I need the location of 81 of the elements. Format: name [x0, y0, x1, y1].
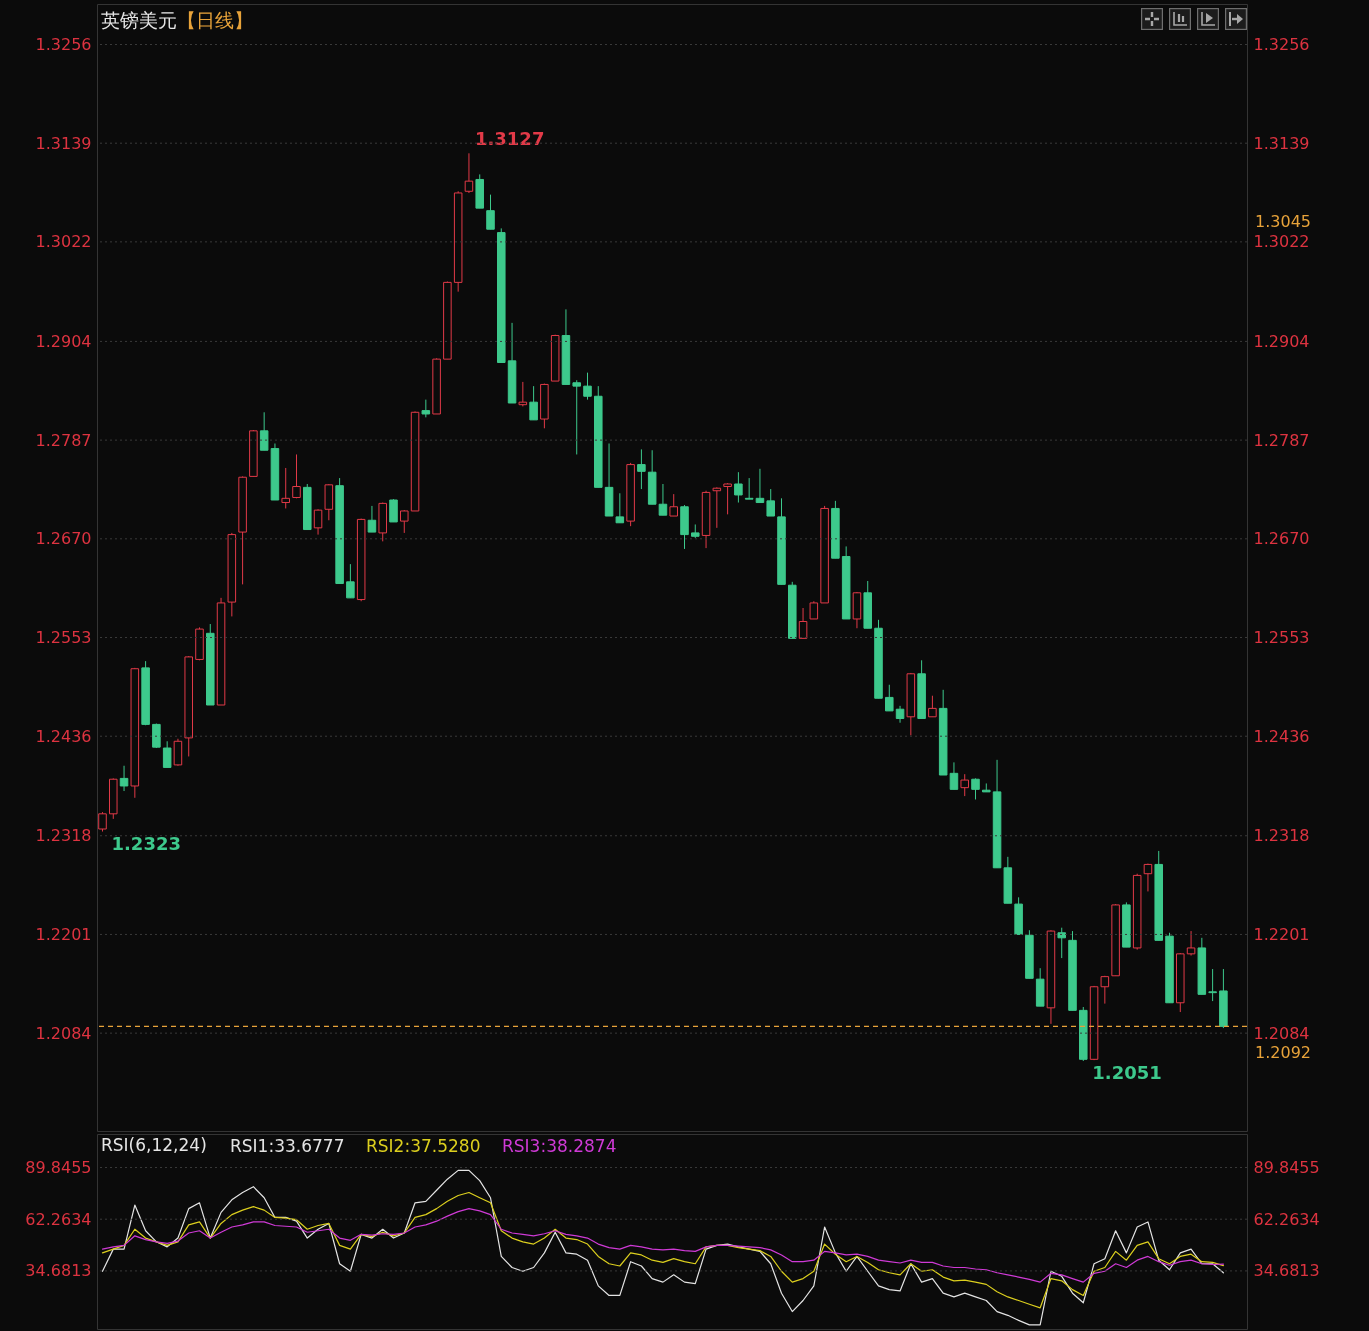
y-tick-label: 1.2436	[35, 726, 92, 746]
chart-title: 英镑美元	[101, 9, 177, 31]
candlestick	[389, 498, 398, 523]
candlestick	[529, 385, 538, 421]
candlestick	[723, 482, 732, 515]
candlestick	[669, 493, 678, 517]
annotation: 1.3127	[474, 128, 545, 150]
y2-tick-label: 1.3256	[1253, 34, 1310, 54]
annotation: 1.2051	[1092, 1061, 1162, 1083]
candlestick	[583, 372, 592, 401]
y2-tick-label: 34.6813	[1253, 1261, 1320, 1281]
line-series	[101, 1208, 1224, 1283]
line-series	[101, 1191, 1224, 1309]
candlestick	[98, 811, 107, 833]
y2-tick-label: 1.2787	[1253, 430, 1310, 450]
candlestick	[712, 486, 722, 529]
chart-subtitle: 【日线】	[177, 9, 253, 31]
candlestick	[1100, 975, 1110, 1005]
y-tick-label: 1.2318	[35, 826, 92, 846]
text: RSI1:33.6777	[230, 1135, 345, 1156]
candlestick	[885, 684, 894, 712]
y-tick-label: 1.2904	[35, 331, 92, 351]
candlestick	[572, 379, 581, 455]
candlestick	[798, 607, 808, 639]
candlestick	[637, 448, 646, 490]
candlestick	[971, 777, 980, 800]
candlestick	[259, 411, 269, 451]
candlestick	[346, 563, 355, 599]
candlestick	[615, 492, 625, 524]
candlestick	[734, 471, 743, 504]
y-tick-label: 62.2634	[25, 1209, 92, 1229]
ref-line-label: 1.2092	[1255, 1043, 1311, 1063]
y-tick-label: 1.2553	[35, 628, 92, 648]
y-tick-label: 89.8455	[25, 1157, 92, 1177]
y2-tick-label: 1.2553	[1253, 628, 1310, 648]
candlestick	[292, 453, 301, 499]
y2-tick-label: 89.8455	[1253, 1157, 1320, 1177]
candlestick	[173, 738, 183, 767]
y-tick-label: 1.2670	[35, 529, 92, 549]
candlestick	[1186, 930, 1196, 957]
y2-tick-label: 1.2084	[1253, 1023, 1310, 1043]
text: RSI3:38.2874	[502, 1135, 617, 1156]
candlestick	[744, 477, 754, 500]
candlestick	[400, 509, 409, 534]
candlestick	[518, 381, 528, 407]
candlestick	[464, 152, 474, 194]
candlestick	[960, 773, 969, 797]
candlestick	[313, 508, 323, 536]
candlestick	[755, 468, 765, 504]
candlestick	[367, 505, 377, 533]
candlestick	[1208, 968, 1217, 1002]
y2-tick-label: 62.2634	[1253, 1209, 1320, 1229]
text: 1.3045	[1255, 212, 1311, 231]
y2-tick-label: 1.2436	[1253, 726, 1310, 746]
y2-tick-label: 1.2318	[1253, 826, 1310, 846]
candlestick	[1057, 927, 1066, 959]
y2-tick-label: 1.2904	[1253, 331, 1310, 351]
candlestick	[928, 695, 937, 718]
candlestick	[119, 765, 129, 792]
y-tick-label: 1.3139	[35, 133, 92, 153]
candlestick	[281, 467, 290, 509]
y2-tick-label: 1.2670	[1253, 529, 1310, 549]
annotation: 1.2323	[111, 832, 181, 854]
y-tick-label: 1.3256	[35, 34, 92, 54]
y2-tick-label: 1.3139	[1253, 133, 1310, 153]
y2-tick-label: 1.2201	[1253, 924, 1310, 944]
candlestick	[1143, 863, 1153, 892]
text: RSI2:37.5280	[366, 1135, 481, 1156]
y-tick-label: 1.2201	[35, 924, 92, 944]
candlestick	[658, 483, 668, 516]
candlestick	[766, 488, 775, 517]
line-series	[101, 1169, 1224, 1326]
legend-title: RSI(6,12,24)	[101, 1135, 207, 1155]
candlestick	[486, 194, 495, 230]
y-tick-label: 34.6813	[25, 1261, 92, 1281]
y-tick-label: 1.3022	[35, 232, 92, 252]
y-tick-label: 1.2084	[35, 1023, 92, 1043]
y2-tick-label: 1.3022	[1253, 232, 1310, 252]
y-tick-label: 1.2787	[35, 430, 92, 450]
candlestick	[949, 761, 959, 790]
candlestick	[162, 740, 172, 768]
